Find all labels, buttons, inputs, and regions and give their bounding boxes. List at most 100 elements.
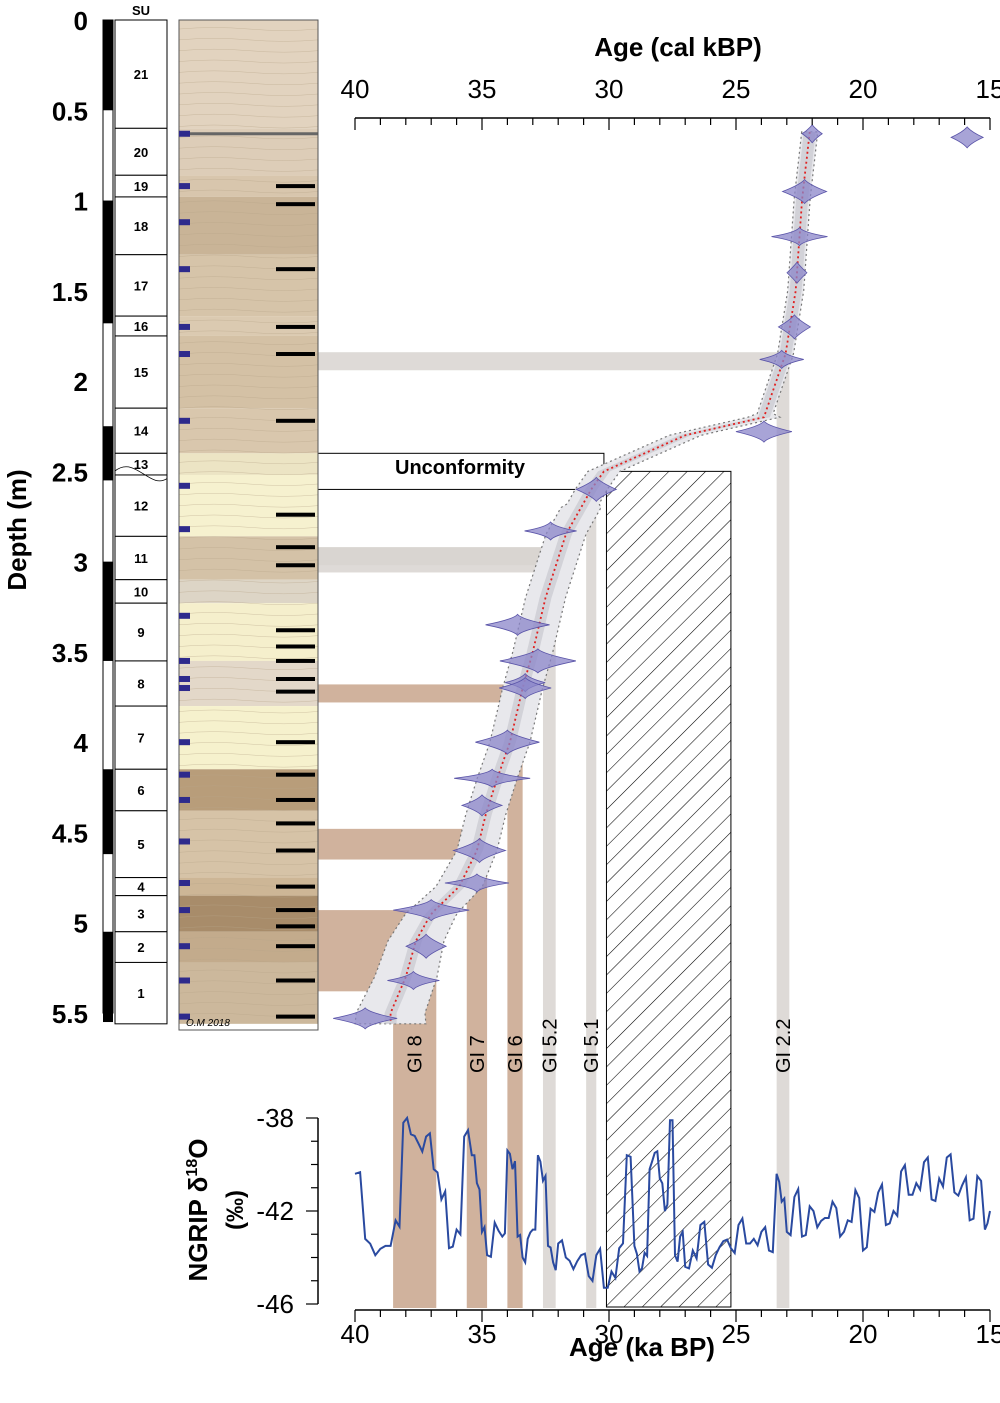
dated-sample-17 <box>452 837 507 864</box>
age-bottom-tick-label-25: 25 <box>722 1319 751 1349</box>
log-layer-18 <box>179 196 318 255</box>
log-lamina <box>178 861 319 865</box>
unconformity-label: Unconformity <box>395 457 526 479</box>
dated-sample-5 <box>777 314 812 340</box>
log-lamina <box>178 70 319 75</box>
depth-bar-black-1 <box>103 200 113 324</box>
sample-marker-5 <box>179 351 190 358</box>
log-layer-19 <box>179 175 318 197</box>
log-lamina <box>178 233 319 237</box>
log-lamina <box>178 601 319 605</box>
log-lamina <box>178 926 319 930</box>
log-lamina <box>178 103 319 107</box>
log-layer-8 <box>179 660 318 707</box>
sample-marker-15 <box>179 796 190 803</box>
depth-bar-frame <box>102 19 114 1014</box>
depth-tick-label-2: 2 <box>74 367 88 397</box>
dated-sample-7 <box>735 420 793 443</box>
dated-sample-2 <box>781 178 828 205</box>
log-lamina <box>178 850 319 855</box>
dated-sample-15 <box>454 768 531 788</box>
log-dash-5 <box>276 418 315 423</box>
log-layer-21 <box>179 20 318 129</box>
log-lamina <box>178 341 319 345</box>
sample-marker-7 <box>179 482 190 489</box>
log-dash-6 <box>276 512 315 517</box>
band-vertical-1 <box>466 844 488 1308</box>
log-lamina <box>178 828 319 833</box>
su-label-9: 9 <box>137 625 144 640</box>
depth-tick-label-3: 3 <box>74 548 88 578</box>
su-label-2: 2 <box>137 940 144 955</box>
log-lamina <box>178 460 319 465</box>
log-lamina <box>178 124 319 129</box>
log-lamina <box>178 27 319 31</box>
log-lamina <box>178 558 319 562</box>
age-bottom-tick-label-15: 15 <box>976 1319 1000 1349</box>
log-lamina <box>178 612 319 616</box>
sample-marker-13 <box>179 739 190 746</box>
age-bottom-tick-label-20: 20 <box>849 1319 878 1349</box>
su-box-21 <box>114 19 168 129</box>
log-layer-4 <box>179 877 318 896</box>
ngrip-axis-title-main: NGRIP δ <box>183 1177 213 1282</box>
ngrip-tick-label--38: -38 <box>256 1103 294 1133</box>
log-signature: O.M 2018 <box>186 1018 230 1029</box>
log-lamina <box>178 363 319 367</box>
model-envelope <box>354 131 819 1025</box>
log-lamina <box>178 471 319 475</box>
su-box-17 <box>114 254 168 317</box>
sample-marker-4 <box>179 323 190 330</box>
log-lamina <box>178 536 319 540</box>
log-lamina <box>178 503 319 508</box>
su-label-15: 15 <box>134 365 148 380</box>
dated-sample-16 <box>460 794 504 817</box>
depth-tick-label-5.5: 5.5 <box>52 999 88 1029</box>
log-lamina <box>178 178 319 183</box>
log-lamina <box>178 633 319 638</box>
log-layer-14 <box>179 408 318 454</box>
log-lamina <box>178 211 319 215</box>
log-lamina <box>178 157 319 161</box>
log-layer-17 <box>179 254 318 317</box>
sample-marker-21 <box>179 1013 190 1020</box>
log-lamina <box>178 254 319 259</box>
log-dash-18 <box>276 848 315 853</box>
age-top-tick-label-20: 20 <box>849 74 878 104</box>
sample-marker-16 <box>179 838 190 845</box>
su-box-7 <box>114 705 168 770</box>
band-horizontal-1 <box>318 828 479 860</box>
dated-sample-21 <box>387 970 440 991</box>
log-lamina <box>178 742 319 746</box>
su-label-5: 5 <box>137 837 144 852</box>
svg-text:NGRIP δ18O: NGRIP δ18O <box>183 1139 213 1282</box>
su-box-8 <box>114 660 168 707</box>
log-lamina <box>178 243 319 248</box>
su-label-1: 1 <box>137 986 144 1001</box>
log-dash-3 <box>276 324 315 329</box>
su-box-11 <box>114 535 168 581</box>
correlation-bands: GI 8 GI 7 GI 6 GI 5.2 GI 5.1 GI 2.2 <box>318 352 795 1308</box>
ngrip-axis-title-tail: O <box>183 1139 213 1159</box>
dated-sample-13 <box>499 676 552 700</box>
log-lamina <box>178 1002 319 1006</box>
depth-tick-label-1.5: 1.5 <box>52 277 88 307</box>
log-lamina <box>178 969 319 974</box>
su-box-1 <box>114 961 168 1025</box>
dated-sample-10 <box>485 613 550 636</box>
log-dash-0 <box>276 184 315 189</box>
log-lamina <box>178 568 319 573</box>
log-layer-7 <box>179 706 318 770</box>
depth-bar-black-4 <box>103 769 113 855</box>
su-label-21: 21 <box>134 67 148 82</box>
depth-tick-label-4: 4 <box>74 728 89 758</box>
su-label-7: 7 <box>137 731 144 746</box>
log-lamina <box>178 514 319 519</box>
band-horizontal-extra <box>318 547 549 573</box>
log-dash-2 <box>276 267 315 272</box>
log-lamina <box>178 785 319 790</box>
ngrip-axis-unit: (‰) <box>222 1190 249 1230</box>
log-lamina <box>178 482 319 486</box>
log-lamina <box>178 189 319 194</box>
depth-tick-label-0: 0 <box>74 6 88 36</box>
